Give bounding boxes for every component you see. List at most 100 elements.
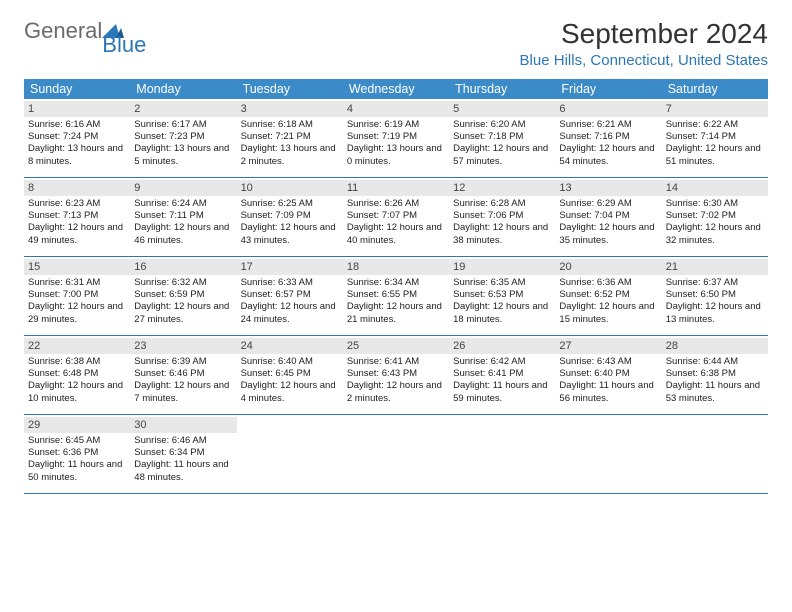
day-number: 29 (24, 417, 130, 433)
day-header-cell: Sunday (24, 79, 130, 99)
day-cell: 15Sunrise: 6:31 AMSunset: 7:00 PMDayligh… (24, 257, 130, 335)
day-cell: 23Sunrise: 6:39 AMSunset: 6:46 PMDayligh… (130, 336, 236, 414)
day-number: 18 (343, 259, 449, 275)
sunrise-line: Sunrise: 6:32 AM (134, 277, 232, 289)
week-row: 22Sunrise: 6:38 AMSunset: 6:48 PMDayligh… (24, 336, 768, 415)
day-number: 22 (24, 338, 130, 354)
day-header-cell: Monday (130, 79, 236, 99)
sunset-line: Sunset: 7:00 PM (28, 289, 126, 301)
day-header-cell: Saturday (662, 79, 768, 99)
sunset-line: Sunset: 6:45 PM (241, 368, 339, 380)
day-header-cell: Tuesday (237, 79, 343, 99)
sunrise-line: Sunrise: 6:29 AM (559, 198, 657, 210)
brand-part2: Blue (102, 32, 146, 58)
sunrise-line: Sunrise: 6:42 AM (453, 356, 551, 368)
brand-part1: General (24, 18, 102, 44)
day-cell: 24Sunrise: 6:40 AMSunset: 6:45 PMDayligh… (237, 336, 343, 414)
sunset-line: Sunset: 6:53 PM (453, 289, 551, 301)
day-number: 12 (449, 180, 555, 196)
day-cell: 18Sunrise: 6:34 AMSunset: 6:55 PMDayligh… (343, 257, 449, 335)
sunrise-line: Sunrise: 6:17 AM (134, 119, 232, 131)
daylight-line: Daylight: 11 hours and 53 minutes. (666, 380, 764, 404)
sunrise-line: Sunrise: 6:16 AM (28, 119, 126, 131)
day-number: 15 (24, 259, 130, 275)
sunset-line: Sunset: 7:19 PM (347, 131, 445, 143)
sunrise-line: Sunrise: 6:26 AM (347, 198, 445, 210)
day-cell: 3Sunrise: 6:18 AMSunset: 7:21 PMDaylight… (237, 99, 343, 177)
daylight-line: Daylight: 12 hours and 15 minutes. (559, 301, 657, 325)
day-number: 27 (555, 338, 661, 354)
sunset-line: Sunset: 7:14 PM (666, 131, 764, 143)
day-header-cell: Thursday (449, 79, 555, 99)
week-row: 29 Sunrise: 6:45 AMSunset: 6:36 PMDayligh… (24, 415, 768, 494)
sunset-line: Sunset: 7:16 PM (559, 131, 657, 143)
daylight-line: Daylight: 11 hours and 56 minutes. (559, 380, 657, 404)
sunset-line: Sunset: 7:07 PM (347, 210, 445, 222)
day-cell: 9Sunrise: 6:24 AMSunset: 7:11 PMDaylight… (130, 178, 236, 256)
sunrise-line: Sunrise: 6:46 AM (134, 435, 232, 447)
sunset-line: Sunset: 6:48 PM (28, 368, 126, 380)
daylight-line: Daylight: 12 hours and 21 minutes. (347, 301, 445, 325)
sunrise-line: Sunrise: 6:43 AM (559, 356, 657, 368)
daylight-line: Daylight: 13 hours and 0 minutes. (347, 143, 445, 167)
day-header-cell: Wednesday (343, 79, 449, 99)
daylight-line: Daylight: 12 hours and 43 minutes. (241, 222, 339, 246)
day-header-row: SundayMondayTuesdayWednesdayThursdayFrid… (24, 79, 768, 99)
month-title: September 2024 (520, 18, 768, 50)
day-number: 28 (662, 338, 768, 354)
sunset-line: Sunset: 6:59 PM (134, 289, 232, 301)
sunrise-line: Sunrise: 6:45 AM (28, 435, 126, 447)
day-number: 7 (662, 101, 768, 117)
sunset-line: Sunset: 6:50 PM (666, 289, 764, 301)
sunrise-line: Sunrise: 6:33 AM (241, 277, 339, 289)
sunrise-line: Sunrise: 6:18 AM (241, 119, 339, 131)
day-number: 21 (662, 259, 768, 275)
daylight-line: Daylight: 12 hours and 49 minutes. (28, 222, 126, 246)
day-cell: 6 Sunrise: 6:21 AMSunset: 7:16 PMDaylight… (555, 99, 661, 177)
daylight-line: Daylight: 11 hours and 59 minutes. (453, 380, 551, 404)
day-number: 2 (130, 101, 236, 117)
sunset-line: Sunset: 6:36 PM (28, 447, 126, 459)
day-number: 19 (449, 259, 555, 275)
sunrise-line: Sunrise: 6:35 AM (453, 277, 551, 289)
sunrise-line: Sunrise: 6:37 AM (666, 277, 764, 289)
sunset-line: Sunset: 7:21 PM (241, 131, 339, 143)
daylight-line: Daylight: 12 hours and 57 minutes. (453, 143, 551, 167)
title-block: September 2024 Blue Hills, Connecticut, … (520, 18, 768, 69)
day-cell: 22 Sunrise: 6:38 AMSunset: 6:48 PMDayligh… (24, 336, 130, 414)
daylight-line: Daylight: 12 hours and 46 minutes. (134, 222, 232, 246)
calendar: SundayMondayTuesdayWednesdayThursdayFrid… (24, 79, 768, 494)
daylight-line: Daylight: 12 hours and 4 minutes. (241, 380, 339, 404)
sunrise-line: Sunrise: 6:31 AM (28, 277, 126, 289)
sunset-line: Sunset: 7:11 PM (134, 210, 232, 222)
day-cell: 7Sunrise: 6:22 AMSunset: 7:14 PMDaylight… (662, 99, 768, 177)
day-number: 1 (24, 101, 130, 117)
sunset-line: Sunset: 7:18 PM (453, 131, 551, 143)
day-number: 13 (555, 180, 661, 196)
day-number: 6 (555, 101, 661, 117)
daylight-line: Daylight: 12 hours and 10 minutes. (28, 380, 126, 404)
daylight-line: Daylight: 12 hours and 54 minutes. (559, 143, 657, 167)
week-row: 8Sunrise: 6:23 AMSunset: 7:13 PMDaylight… (24, 178, 768, 257)
daylight-line: Daylight: 12 hours and 27 minutes. (134, 301, 232, 325)
sunrise-line: Sunrise: 6:38 AM (28, 356, 126, 368)
daylight-line: Daylight: 12 hours and 7 minutes. (134, 380, 232, 404)
day-cell: 17Sunrise: 6:33 AMSunset: 6:57 PMDayligh… (237, 257, 343, 335)
day-number: 3 (237, 101, 343, 117)
sunset-line: Sunset: 6:40 PM (559, 368, 657, 380)
day-cell: 26Sunrise: 6:42 AMSunset: 6:41 PMDayligh… (449, 336, 555, 414)
daylight-line: Daylight: 12 hours and 18 minutes. (453, 301, 551, 325)
sunrise-line: Sunrise: 6:20 AM (453, 119, 551, 131)
sunrise-line: Sunrise: 6:25 AM (241, 198, 339, 210)
sunset-line: Sunset: 6:55 PM (347, 289, 445, 301)
sunset-line: Sunset: 7:09 PM (241, 210, 339, 222)
day-cell: 21Sunrise: 6:37 AMSunset: 6:50 PMDayligh… (662, 257, 768, 335)
sunset-line: Sunset: 7:23 PM (134, 131, 232, 143)
daylight-line: Daylight: 12 hours and 38 minutes. (453, 222, 551, 246)
sunrise-line: Sunrise: 6:36 AM (559, 277, 657, 289)
day-cell: 11Sunrise: 6:26 AMSunset: 7:07 PMDayligh… (343, 178, 449, 256)
daylight-line: Daylight: 11 hours and 50 minutes. (28, 459, 126, 483)
sunset-line: Sunset: 6:46 PM (134, 368, 232, 380)
sunrise-line: Sunrise: 6:21 AM (559, 119, 657, 131)
day-number: 8 (24, 180, 130, 196)
